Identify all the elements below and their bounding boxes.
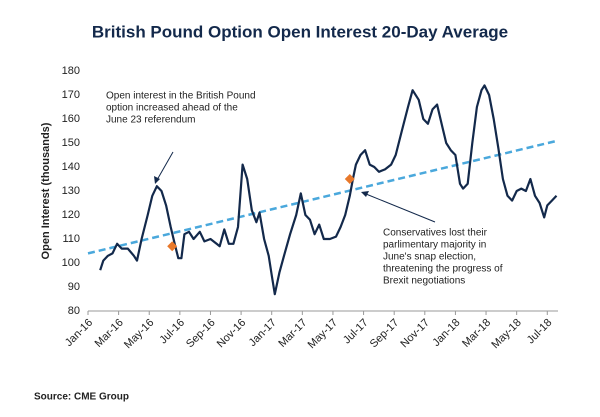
chart-title: British Pound Option Open Interest 20-Da… bbox=[92, 22, 508, 41]
y-tick-label: 170 bbox=[62, 89, 80, 101]
data-line bbox=[99, 84, 558, 296]
x-tick-label: Mar-18 bbox=[460, 317, 493, 350]
x-tick-label: May-18 bbox=[489, 317, 523, 351]
event-marker bbox=[344, 174, 355, 184]
annotation-arrow bbox=[156, 151, 174, 181]
y-tick-label: 130 bbox=[62, 185, 80, 197]
x-tick-label: Jan-17 bbox=[247, 317, 279, 349]
x-tick-label: Jul-18 bbox=[525, 317, 555, 347]
source: Source: CME Group bbox=[34, 392, 129, 403]
annotation-text: threatening the progress of bbox=[383, 264, 503, 275]
y-tick-label: 100 bbox=[62, 257, 80, 269]
annotation-arrow bbox=[365, 193, 436, 223]
y-tick-label: 90 bbox=[68, 281, 80, 293]
x-tick-label: Sep-17 bbox=[368, 317, 402, 351]
x-tick-label: Nov-16 bbox=[215, 317, 249, 351]
x-tick-label: Nov-17 bbox=[398, 317, 432, 351]
y-tick-label: 120 bbox=[62, 209, 80, 221]
annotation-text: June 23 referendum bbox=[106, 115, 196, 126]
annotation-text: option increased ahead of the bbox=[106, 103, 238, 114]
annotation-text: June's snap election, bbox=[383, 252, 476, 263]
x-tick-label: Jan-16 bbox=[63, 317, 95, 349]
annotation-text: Brexit negotiations bbox=[383, 276, 465, 287]
y-tick-label: 160 bbox=[62, 113, 80, 125]
annotation-text: Conservatives lost their bbox=[383, 228, 488, 239]
annotation-text: Open interest in the British Pound bbox=[106, 91, 256, 102]
x-tick-label: May-17 bbox=[306, 317, 340, 351]
x-tick-label: May-16 bbox=[122, 317, 156, 351]
x-tick-label: Sep-16 bbox=[184, 317, 218, 351]
y-tick-label: 80 bbox=[68, 305, 80, 317]
y-tick-label: 150 bbox=[62, 137, 80, 149]
y-tick-label: 140 bbox=[62, 161, 80, 173]
arrow-head bbox=[361, 191, 369, 197]
x-tick-label: Jul-17 bbox=[341, 317, 371, 347]
annotation-text: parlimentary majority in bbox=[383, 240, 486, 251]
y-axis-label: Open Interest (thousands) bbox=[40, 122, 52, 259]
y-tick-label: 110 bbox=[62, 233, 80, 245]
x-tick-label: Mar-16 bbox=[93, 317, 126, 350]
arrow-head bbox=[154, 176, 160, 184]
x-tick-label: Jan-18 bbox=[430, 317, 462, 349]
y-tick-label: 180 bbox=[62, 65, 80, 77]
x-tick-label: Mar-17 bbox=[276, 317, 309, 350]
x-tick-label: Jul-16 bbox=[157, 317, 187, 347]
trend-line bbox=[87, 139, 559, 255]
event-marker bbox=[167, 241, 178, 252]
